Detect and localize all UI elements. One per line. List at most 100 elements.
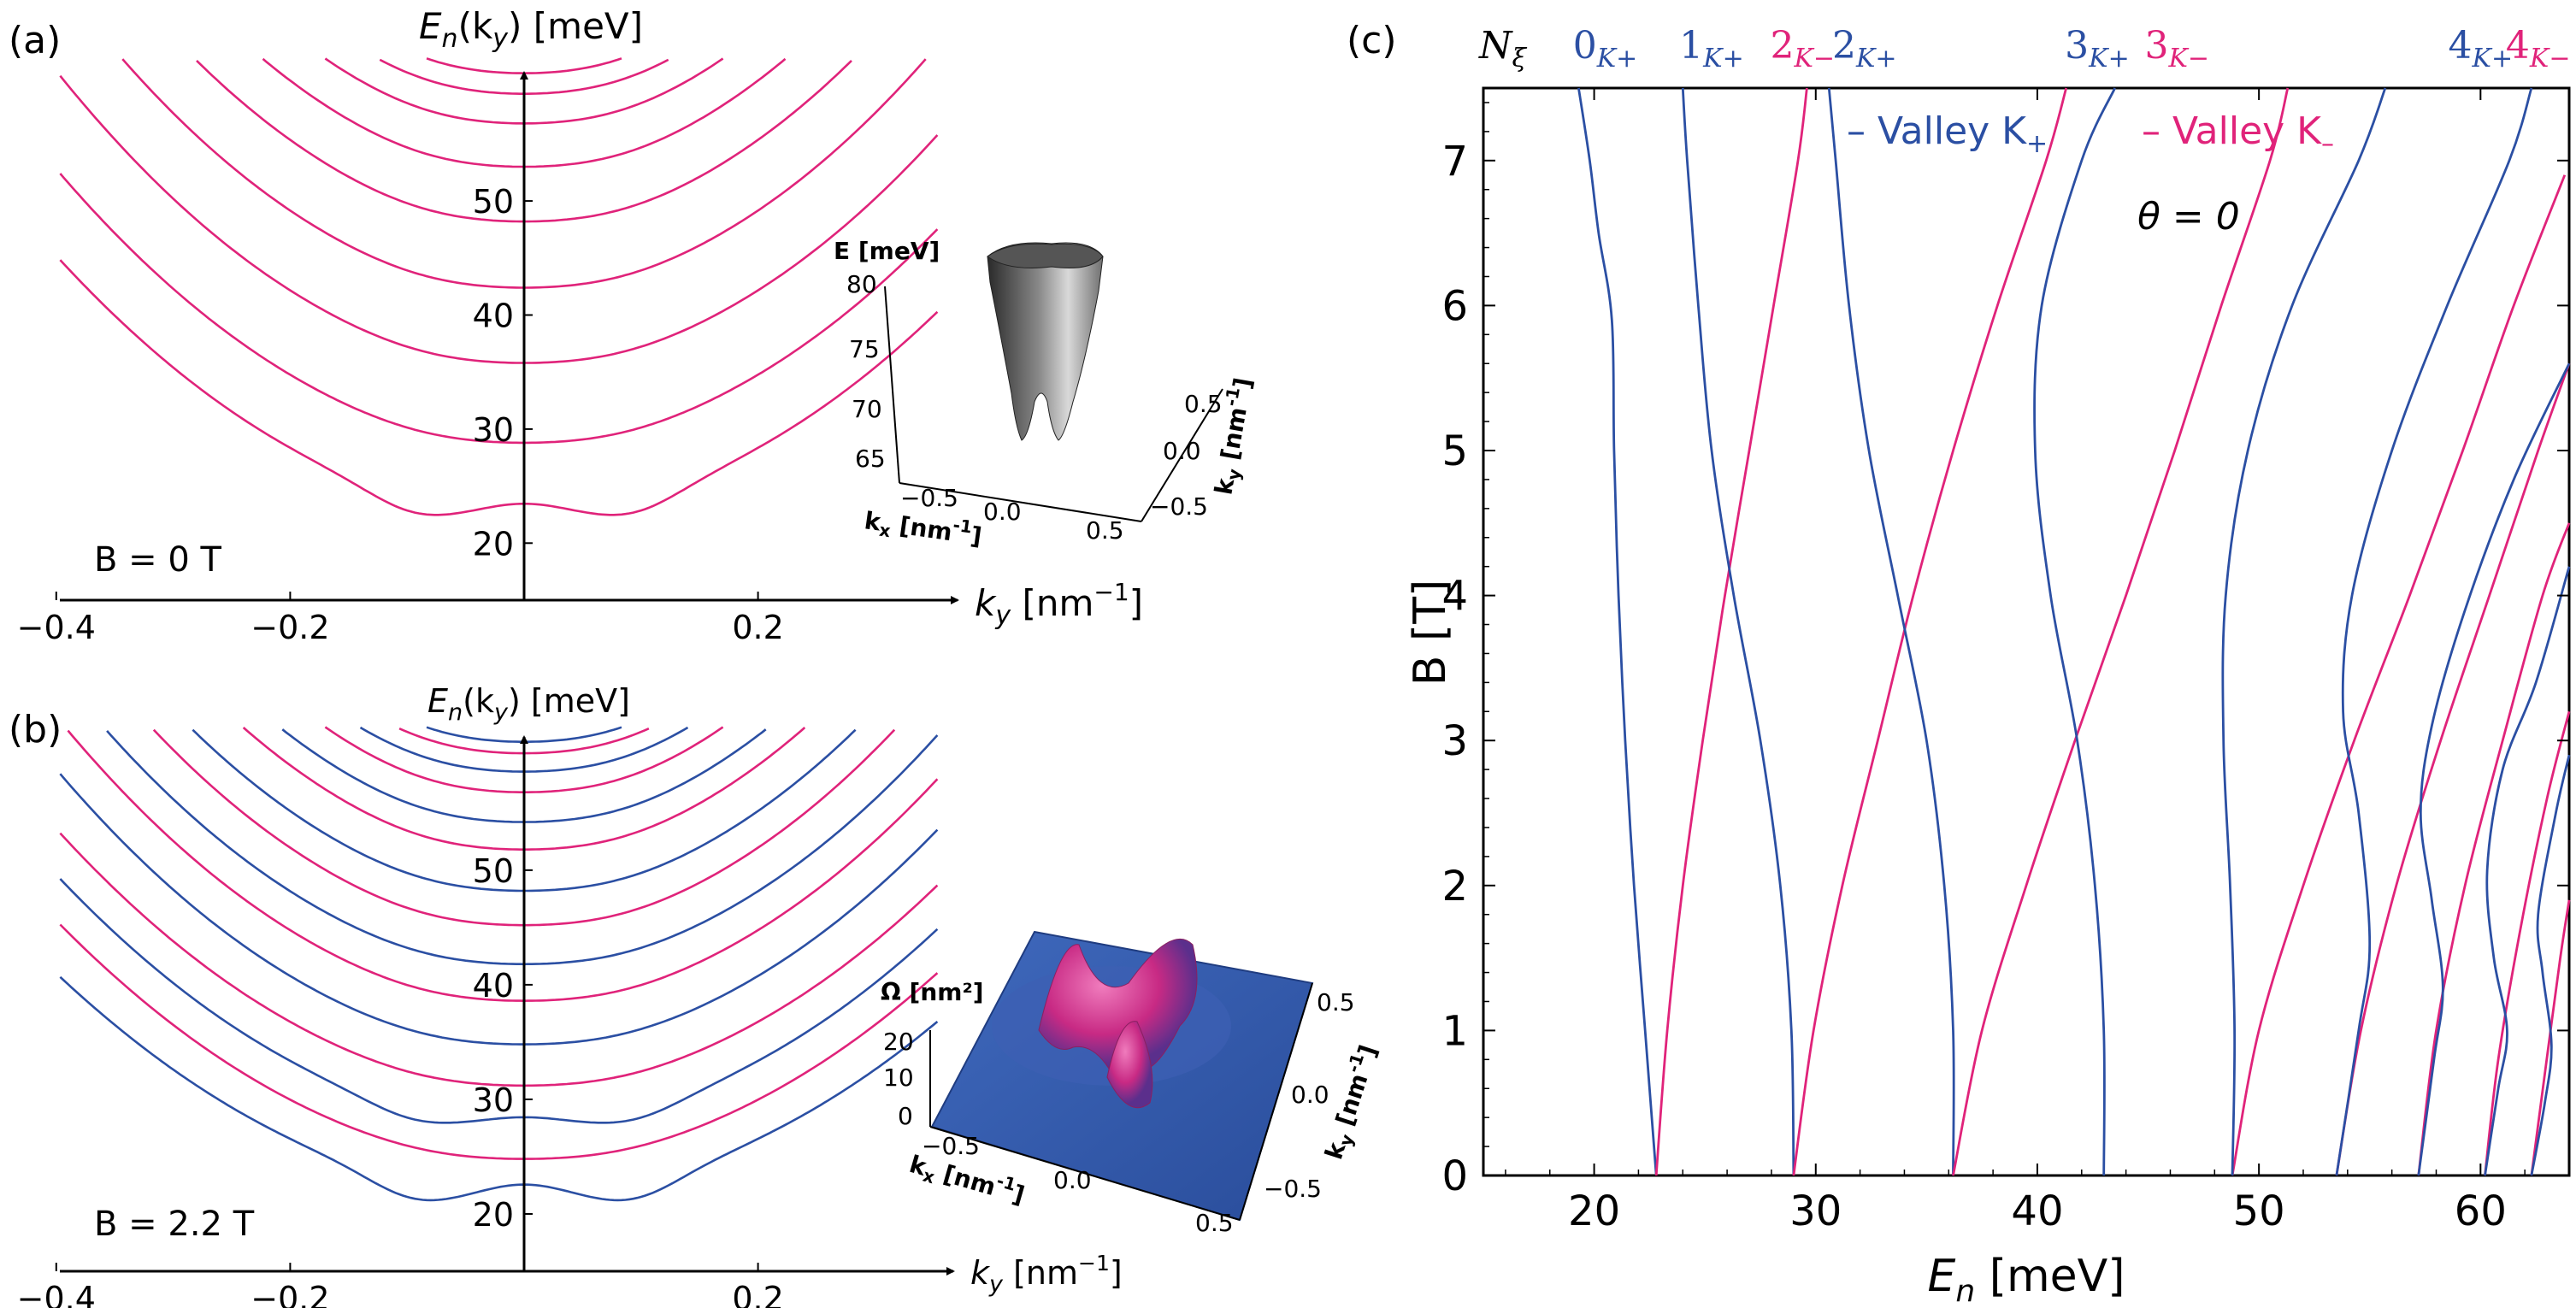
panel-a-y-ticks: 20 30 40 50 [473, 183, 533, 563]
y-tick-label: 0 [1441, 1152, 1468, 1200]
x-tick-label: −0.4 [17, 609, 96, 646]
panel-c-x-axis-label: En [meV] [1927, 1251, 2125, 1308]
y-tick-label: 40 [473, 967, 514, 1005]
panel-b-x-axis-label: ky [nm−1] [970, 1251, 1123, 1298]
y-tick-label: 30 [473, 1081, 514, 1119]
panel-b-inset-kx-tick: −0.5 [922, 1132, 980, 1160]
panel-a-inset-z-label: E [meV] [834, 237, 940, 265]
panel-a-inset-z-tick: 75 [849, 335, 880, 363]
panel-c: (c) 20 30 40 50 60 0 1 2 3 4 5 6 7 0K+ 1K+ 2K−2K+ 3K+ 3… [1347, 19, 2571, 1308]
panel-c-legend-pink: – Valley K– [2142, 109, 2334, 159]
level-curve [1827, 87, 1955, 1176]
band-curve [59, 975, 939, 1202]
panel-a-inset-kx-tick: 0.5 [1086, 516, 1124, 545]
panel-a-x-ticks: −0.4 −0.2 0.2 [17, 592, 784, 646]
x-tick-label: 0.2 [732, 609, 783, 646]
panel-b-label: (b) [9, 708, 62, 751]
level-index-label: 3K− [2144, 24, 2209, 74]
y-tick-label: 20 [473, 1196, 514, 1234]
y-tick-label: 3 [1441, 717, 1468, 765]
y-tick-label: 6 [1441, 282, 1468, 330]
panel-a-inset-ky-tick: 0.5 [1184, 390, 1223, 418]
level-index-label: 2K− [1770, 24, 1835, 74]
level-curve [1952, 87, 2290, 1176]
panel-b-inset-z-tick: 10 [883, 1063, 914, 1092]
level-curve [2417, 362, 2571, 1176]
level-curve [2231, 174, 2567, 1176]
panel-b-band-curves [59, 726, 939, 1202]
x-tick-label: 60 [2455, 1187, 2507, 1235]
panel-a-label: (a) [9, 19, 61, 62]
level-curve [2221, 87, 2387, 1176]
y-tick-label: 4 [1441, 573, 1468, 621]
panel-b-inset-ky-label: ky [nm-1] [1316, 1040, 1387, 1164]
panel-b-y-axis-label: En(ky) [meV] [427, 682, 630, 726]
level-index-label: 3K+ [2065, 24, 2130, 74]
panel-a-inset-ky-tick: −0.5 [1150, 492, 1208, 521]
level-curve [2484, 710, 2571, 1176]
panel-b-x-ticks: −0.4 −0.2 0.2 [17, 1263, 784, 1308]
band-curve [59, 773, 939, 1046]
level-index-label: 2K+ [1832, 24, 1897, 74]
level-curve [2484, 566, 2571, 1176]
panel-c-top-labels: 0K+ 1K+ 2K−2K+ 3K+ 3K− 4K+4K− [1573, 24, 2571, 74]
y-tick-label: 30 [473, 411, 514, 449]
x-tick-label: 20 [1568, 1187, 1620, 1235]
panel-c-y-ticks: 0 1 2 3 4 5 6 7 [1441, 102, 2569, 1200]
panel-b: (b) −0.4 −0.2 0.2 20 30 40 50 En(ky) [meV] ky… [9, 682, 1387, 1308]
band-curve [59, 259, 939, 516]
panel-c-top-symbol: Nξ [1478, 24, 1528, 74]
y-tick-label: 40 [473, 297, 514, 334]
x-tick-label: 50 [2233, 1187, 2285, 1235]
panel-a-y-axis-label: En(ky) [meV] [419, 5, 643, 54]
x-tick-label: −0.2 [251, 609, 329, 646]
panel-a: (a) −0.4 −0.2 0.2 20 30 40 50 En(ky) [meV] ky… [9, 5, 1258, 646]
panel-a-inset-z-tick: 70 [852, 395, 882, 423]
level-curve [2033, 87, 2116, 1176]
panel-c-legend-blue: – Valley K+ [1847, 109, 2048, 159]
level-curve [1654, 87, 1808, 1176]
panel-c-level-curves [1577, 87, 2571, 1176]
level-index-label: 0K+ [1573, 24, 1638, 74]
band-curve [106, 730, 939, 966]
panel-a-inset-surface [987, 242, 1104, 441]
panel-b-inset-z-tick: 0 [898, 1102, 913, 1130]
panel-a-inset-ky-tick: 0.0 [1163, 437, 1201, 465]
band-curve [59, 923, 939, 1160]
level-curve [2335, 87, 2533, 1176]
level-curve [1681, 87, 1795, 1176]
level-curve [2530, 899, 2571, 1176]
band-curve [59, 173, 939, 445]
y-tick-label: 7 [1441, 138, 1468, 186]
x-tick-label: 40 [2011, 1187, 2063, 1235]
level-curve [2335, 362, 2571, 1176]
panel-a-inset: E [meV] 80 75 70 65 −0.5 0.0 0.5 kx [nm-… [834, 237, 1258, 551]
x-tick-label: 0.2 [732, 1280, 783, 1308]
y-tick-label: 50 [473, 852, 514, 890]
panel-a-x-axis-label: ky [nm−1] [975, 578, 1143, 631]
y-tick-label: 5 [1441, 427, 1468, 475]
panel-b-inset: Ω [nm²] 20 10 0 −0.5 0.0 0.5 kx [nm-1] 0… [881, 930, 1387, 1237]
y-tick-label: 20 [473, 525, 514, 563]
x-tick-label: −0.4 [17, 1280, 96, 1308]
panel-c-frame [1482, 86, 2571, 1177]
band-curve [59, 878, 939, 1124]
level-curve [1577, 87, 1658, 1176]
band-curve [426, 57, 622, 75]
level-curve [2417, 522, 2571, 1176]
panel-c-theta-label: θ = 0 [2137, 195, 2240, 239]
y-tick-label: 2 [1441, 863, 1468, 910]
band-curve [59, 74, 939, 364]
panel-b-inset-z-tick: 20 [883, 1028, 914, 1056]
panel-b-inset-ky-tick: −0.5 [1264, 1175, 1322, 1203]
panel-b-inset-z-label: Ω [nm²] [881, 978, 984, 1006]
x-tick-label: 30 [1789, 1187, 1842, 1235]
level-curve [1792, 87, 2068, 1176]
panel-b-inset-ky-tick: 0.0 [1291, 1081, 1329, 1109]
level-index-label: 4K− [2506, 24, 2571, 74]
panel-b-inset-peak [1038, 938, 1198, 1074]
level-index-label: 4K+ [2449, 24, 2514, 74]
panel-a-inset-z-tick: 65 [855, 445, 886, 473]
panel-b-inset-ky-tick: 0.5 [1317, 988, 1355, 1016]
